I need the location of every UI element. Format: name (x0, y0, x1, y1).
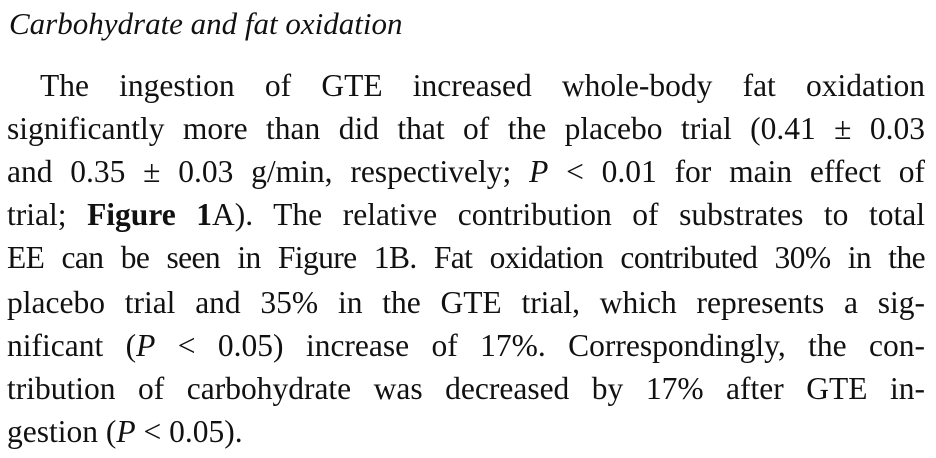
paragraph-line-7: nificant (P < 0.05) increase of 17%. Cor… (7, 326, 925, 366)
section-heading: Carbohydrate and fat oxidation (9, 6, 403, 41)
paragraph-line-9: gestion (P < 0.05). (7, 412, 925, 452)
p-value-symbol: P (116, 414, 136, 449)
text-run: and 0.35 ± 0.03 g/min, respectively; (7, 154, 530, 189)
paragraph-line-1: The ingestion of GTE increased whole-bod… (40, 68, 925, 103)
paragraph-line-8: tribution of carbohydrate was decreased … (7, 371, 925, 406)
paragraph-line-3: and 0.35 ± 0.03 g/min, respectively; P <… (7, 152, 925, 192)
text-run: gestion ( (7, 414, 117, 449)
text-run: < 0.01 for main effect of (548, 154, 925, 189)
p-value-symbol: P (529, 154, 549, 189)
text-run: A). The relative contribution of substra… (212, 197, 925, 232)
figure-reference: Figure 1 (87, 197, 213, 232)
paragraph-line-6: placebo trial and 35% in the GTE trial, … (7, 285, 925, 320)
text-run: trial; (7, 197, 88, 232)
paragraph-line-5: EE can be seen in Figure 1B. Fat oxidati… (7, 240, 926, 275)
paragraph-line-4: trial; Figure 1A). The relative contribu… (7, 195, 925, 235)
p-value-symbol: P (136, 328, 156, 363)
text-run: nificant ( (7, 328, 137, 363)
text-run: < 0.05) increase of 17%. Correspondingly… (155, 328, 925, 363)
text-run: < 0.05). (135, 414, 243, 449)
paragraph-line-2: significantly more than did that of the … (7, 111, 925, 146)
